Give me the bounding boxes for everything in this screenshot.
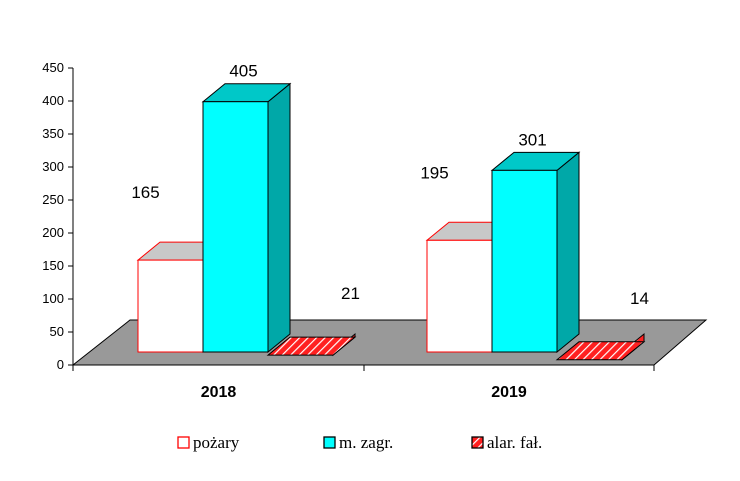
y-tick-label: 300 [42,159,64,174]
bar-front-face [202,101,269,353]
data-label: 14 [630,289,649,308]
x-category-label: 2019 [491,384,527,401]
legend-swatch [471,436,484,449]
data-label: 405 [229,62,257,81]
bar-m-zagr--2018 [201,82,292,354]
bar-front-face [137,259,204,353]
bar-alar-fa--2018 [266,332,357,357]
data-label: 195 [420,163,448,182]
bar-front-face [426,239,493,353]
y-tick-label: 0 [57,357,64,372]
bar-top-face [555,341,646,361]
legend-swatch [177,436,190,449]
bar-alar-fa--2019 [555,332,646,361]
bar-m-zagr--2019 [490,151,581,354]
y-tick-label: 400 [42,93,64,108]
y-tick-label: 100 [42,291,64,306]
y-tick-label: 200 [42,225,64,240]
y-tick-label: 450 [42,60,64,75]
bar-front-face [491,169,558,353]
data-label: 301 [518,130,546,149]
x-category-label: 2018 [201,384,237,401]
y-tick-label: 50 [50,324,64,339]
y-tick-label: 150 [42,258,64,273]
y-tick-label: 250 [42,192,64,207]
legend-label: alar. fał. [487,433,542,452]
bar-side-face [556,151,580,354]
bar-side-face [267,82,291,354]
y-tick-label: 350 [42,126,64,141]
data-label: 165 [131,183,159,202]
legend-label: m. zagr. [339,433,393,452]
data-label: 21 [341,284,360,303]
bar-top-face [266,336,357,356]
legend-label: pożary [193,433,240,452]
legend-swatch [323,436,336,449]
